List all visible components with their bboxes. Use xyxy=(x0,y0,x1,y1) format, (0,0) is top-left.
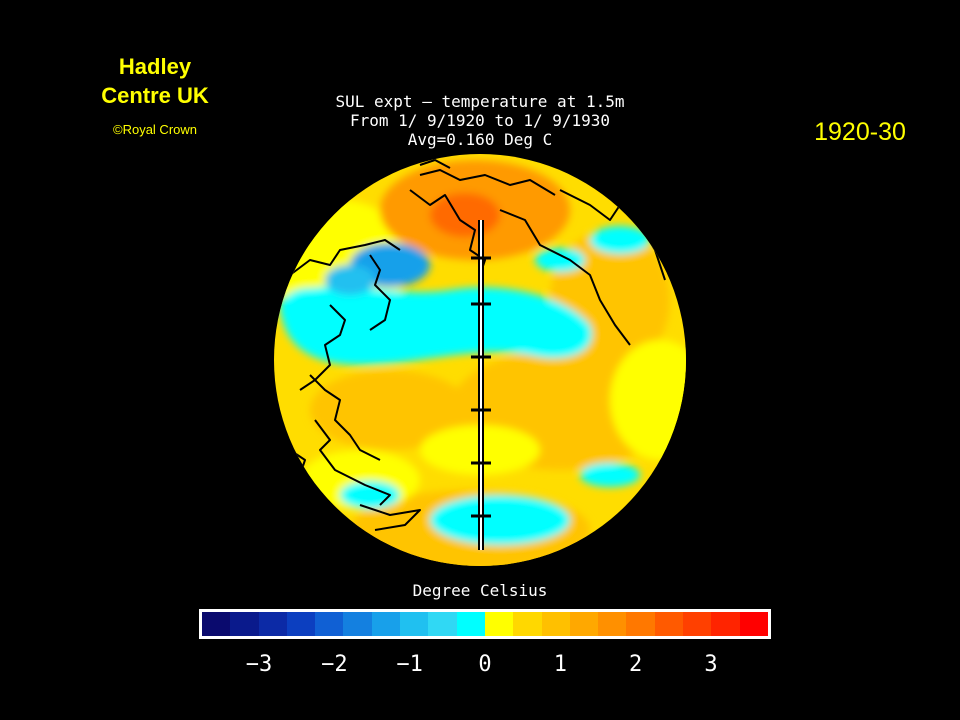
colorbar-swatch xyxy=(654,612,684,636)
colorbar-swatch xyxy=(711,612,740,636)
colorbar-ticks: −3 −2 −1 0 1 2 3 xyxy=(199,652,771,682)
credit-line-1: Hadley xyxy=(118,54,192,79)
colorbar-tick-label: 0 xyxy=(478,652,492,677)
colorbar-swatch xyxy=(456,612,485,636)
colorbar-swatch xyxy=(626,612,655,636)
colorbar-tick-label: 2 xyxy=(629,652,643,677)
colorbar-swatches xyxy=(202,612,768,636)
temperature-field xyxy=(274,154,686,566)
colorbar-swatch xyxy=(400,612,429,636)
colorbar-swatch xyxy=(569,612,599,636)
colorbar-swatch xyxy=(230,612,259,636)
legend-title: Degree Celsius xyxy=(412,581,548,600)
period-label: 1920-30 xyxy=(814,118,906,146)
colorbar-swatch xyxy=(286,612,316,636)
colorbar-tick-label: −3 xyxy=(245,652,273,677)
colorbar-swatch xyxy=(598,612,627,636)
credit-line-2: Centre UK xyxy=(101,83,209,108)
colorbar-swatch xyxy=(739,612,768,636)
colorbar-swatch xyxy=(484,612,514,636)
plot-title-line-1: SUL expt — temperature at 1.5m xyxy=(335,92,625,111)
colorbar-swatch xyxy=(513,612,542,636)
plot-title-line-2: From 1/ 9/1920 to 1/ 9/1930 xyxy=(349,111,611,130)
globe-map xyxy=(274,154,686,566)
meridian-line xyxy=(471,220,491,550)
colorbar-swatch xyxy=(315,612,344,636)
colorbar-tick-label: 3 xyxy=(704,652,718,677)
colorbar-swatch xyxy=(541,612,570,636)
coastlines xyxy=(289,159,666,531)
colorbar-swatch xyxy=(683,612,712,636)
colorbar-tick-label: 1 xyxy=(553,652,567,677)
colorbar-swatch xyxy=(428,612,457,636)
colorbar-swatch xyxy=(258,612,287,636)
colorbar-swatch xyxy=(202,612,231,636)
colorbar-tick-label: −1 xyxy=(396,652,423,677)
copyright-label: ©Royal Crown xyxy=(113,122,197,137)
colorbar xyxy=(199,609,771,639)
colorbar-swatch xyxy=(371,612,401,636)
plot-title-line-3: Avg=0.160 Deg C xyxy=(407,130,553,149)
credit-title: Hadley Centre UK xyxy=(70,52,240,110)
colorbar-swatch xyxy=(343,612,372,636)
colorbar-tick-label: −2 xyxy=(321,652,348,677)
